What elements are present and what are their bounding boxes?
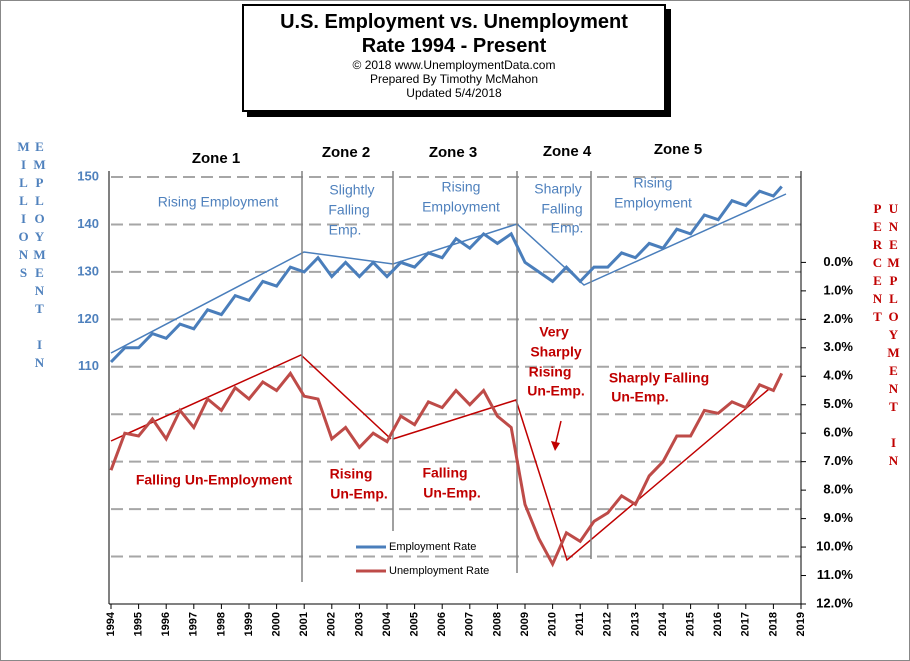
x-tick-label: 2012 <box>602 612 614 636</box>
y-tick-label: 150 <box>77 168 99 183</box>
annotation: Very <box>539 324 569 340</box>
y2-tick-label: 3.0% <box>823 339 853 354</box>
annotation: Un-Emp. <box>330 486 388 502</box>
y2-tick-label: 6.0% <box>823 425 853 440</box>
annotation: Emp. <box>551 220 584 236</box>
legend-label: Employment Rate <box>389 541 476 553</box>
zone-label: Zone 4 <box>543 143 592 160</box>
x-tick-label: 2000 <box>271 612 283 636</box>
arrow-head <box>551 441 560 451</box>
x-tick-label: 1995 <box>133 612 145 636</box>
unemployment-trend <box>110 354 392 442</box>
trend-lines <box>110 193 787 562</box>
x-tick-label: 1996 <box>160 612 172 636</box>
title-box: U.S. Employment vs. Unemployment Rate 19… <box>242 4 666 112</box>
annotation: Slightly <box>329 182 374 198</box>
axes: 110 120 130 140 150 0.0% 1.0% 2.0% 3.0% 4.0% 5.0% 6… <box>77 168 853 636</box>
y-tick-label: 140 <box>77 216 99 231</box>
y2-tick-label: 5.0% <box>823 396 853 411</box>
annotation: Sharply <box>534 181 581 197</box>
x-tick-label: 2004 <box>381 611 393 636</box>
annotation: Falling <box>328 202 369 218</box>
x-tick-label: 2017 <box>740 612 752 636</box>
arrow <box>554 420 562 447</box>
series-line <box>109 185 783 364</box>
x-tick-label: 1999 <box>243 612 255 636</box>
annotation: Falling <box>541 201 582 217</box>
x-tick-label: 1997 <box>188 612 200 636</box>
annotation: Un-Emp. <box>527 383 585 399</box>
x-tick-label: 2008 <box>491 612 503 636</box>
y-tick-label: 120 <box>77 311 99 326</box>
x-tick-label: 2015 <box>685 612 697 636</box>
y-tick-label: 110 <box>78 358 99 373</box>
x-tick-label: 2001 <box>298 612 310 636</box>
annotation: Emp. <box>329 222 362 238</box>
x-tick-label: 1994 <box>105 611 117 636</box>
annotation: Un-Emp. <box>423 485 481 501</box>
y-axis-label: EMPLOYMENT IN MILLIONS <box>16 139 47 373</box>
x-tick-label: 2019 <box>795 612 807 636</box>
employment-trend <box>110 193 787 354</box>
x-tick-label: 2006 <box>436 612 448 636</box>
annotation: Rising <box>442 179 481 195</box>
x-tick-label: 2003 <box>353 612 365 636</box>
y2-tick-label: 9.0% <box>823 510 853 525</box>
y2-tick-label: 4.0% <box>823 368 853 383</box>
annotation: Un-Emp. <box>611 389 669 405</box>
y2-axis-label: UNEMPLOYMENT IN PERCENT <box>870 201 901 471</box>
x-tick-label: 2014 <box>657 611 669 636</box>
annotation: Sharply <box>530 344 582 360</box>
y2-tick-label: 11.0% <box>817 567 854 582</box>
x-tick-label: 2013 <box>629 612 641 636</box>
y2-tick-label: 8.0% <box>823 482 853 497</box>
x-tick-label: 2018 <box>767 612 779 636</box>
unemployment-trend <box>392 388 770 562</box>
annotation: Employment <box>422 199 500 215</box>
annotation: Rising Employment <box>158 194 279 210</box>
series: Employment Rate Unemployment Rate <box>109 185 784 577</box>
zone-label: Zone 1 <box>192 150 240 167</box>
series-line <box>109 370 784 568</box>
legend-label: Unemployment Rate <box>389 565 489 577</box>
annotation: Falling Un-Employment <box>136 472 293 488</box>
x-tick-label: 2009 <box>519 612 531 636</box>
subtitle: Prepared By Timothy McMahon <box>369 72 539 86</box>
x-tick-label: 2002 <box>326 612 338 636</box>
annotation: Rising <box>529 364 572 380</box>
x-tick-label: 2007 <box>464 612 476 636</box>
y2-tick-label: 0.0% <box>823 254 853 269</box>
annotation: Rising <box>634 175 673 191</box>
annotation: Falling <box>422 465 467 481</box>
x-tick-label: 2016 <box>712 612 724 636</box>
y2-tick-label: 1.0% <box>823 282 853 297</box>
zone-dividers <box>301 171 592 582</box>
x-tick-label: 2005 <box>409 612 421 636</box>
y-tick-label: 130 <box>77 263 99 278</box>
y2-tick-label: 2.0% <box>823 311 853 326</box>
annotation: Rising <box>330 466 373 482</box>
subtitle: © 2018 www.UnemploymentData.com <box>352 58 556 72</box>
x-tick-label: 2011 <box>574 612 586 636</box>
x-tick-label: 1998 <box>215 612 227 636</box>
annotation: Employment <box>614 195 692 211</box>
zone-label: Zone 5 <box>654 141 702 158</box>
annotation: Sharply Falling <box>609 370 709 386</box>
y2-tick-label: 10.0% <box>816 539 853 554</box>
y2-tick-label: 7.0% <box>823 453 853 468</box>
x-tick-label: 2010 <box>547 612 559 636</box>
zone-label: Zone 3 <box>429 144 477 161</box>
zone-label: Zone 2 <box>322 144 370 161</box>
chart-title: U.S. Employment vs. Unemployment Rate 19… <box>280 11 628 57</box>
subtitle: Updated 5/4/2018 <box>406 86 502 100</box>
y2-tick-label: 12.0% <box>816 595 853 610</box>
